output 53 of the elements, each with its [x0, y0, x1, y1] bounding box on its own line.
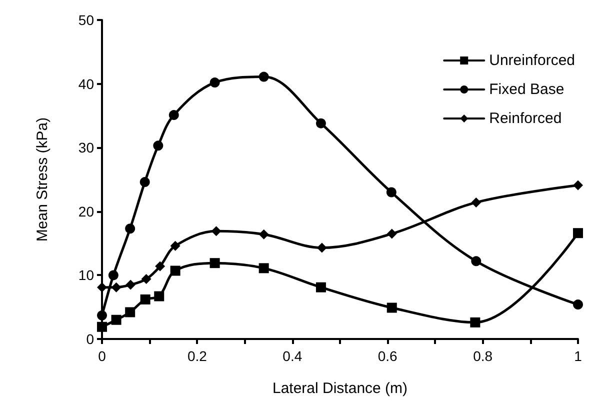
point: [140, 294, 150, 304]
x-tick-label: 1: [574, 348, 582, 364]
point: [573, 300, 583, 310]
x-tick-label: 0.2: [187, 348, 208, 364]
point: [97, 310, 107, 320]
point: [168, 110, 179, 120]
x-tick-label: 0.8: [473, 348, 493, 364]
point: [140, 177, 150, 188]
point: [170, 240, 180, 251]
y-tick-label: 50: [78, 12, 94, 28]
point: [573, 180, 583, 190]
point: [471, 256, 482, 266]
x-tick-label: 0.4: [282, 348, 302, 364]
point: [573, 228, 583, 238]
legend-label: Unreinforced: [489, 52, 576, 69]
point: [316, 118, 326, 128]
point: [155, 261, 166, 272]
point: [170, 266, 180, 276]
y-tick-label: 0: [86, 331, 94, 347]
point: [125, 307, 136, 318]
point: [108, 270, 118, 280]
point: [210, 78, 220, 88]
point: [97, 282, 107, 292]
legend-label: Fixed Base: [489, 81, 564, 98]
point: [153, 140, 164, 151]
point: [154, 291, 164, 302]
point: [125, 224, 136, 234]
point: [141, 274, 152, 284]
point: [111, 314, 122, 325]
y-tick-label: 40: [78, 76, 94, 92]
y-tick-label: 30: [78, 140, 94, 156]
point: [126, 280, 136, 290]
point: [258, 229, 269, 240]
point: [258, 263, 269, 274]
point: [316, 282, 326, 292]
y-tick-label: 20: [78, 203, 94, 220]
point: [210, 258, 220, 268]
y-axis-title: Mean Stress (kPa): [34, 117, 51, 242]
point: [386, 302, 397, 313]
point: [316, 242, 327, 253]
point: [471, 197, 482, 208]
point: [470, 317, 480, 328]
point: [111, 282, 122, 292]
x-tick-label: 0: [98, 348, 106, 364]
point: [386, 228, 397, 239]
x-axis-title: Lateral Distance (m): [272, 380, 408, 397]
point: [211, 226, 222, 236]
x-tick-label: 0.6: [378, 348, 398, 364]
point: [97, 322, 107, 332]
legend-label: Reinforced: [489, 110, 562, 127]
point: [258, 72, 269, 82]
y-tick-label: 10: [78, 267, 94, 284]
point: [386, 187, 396, 198]
